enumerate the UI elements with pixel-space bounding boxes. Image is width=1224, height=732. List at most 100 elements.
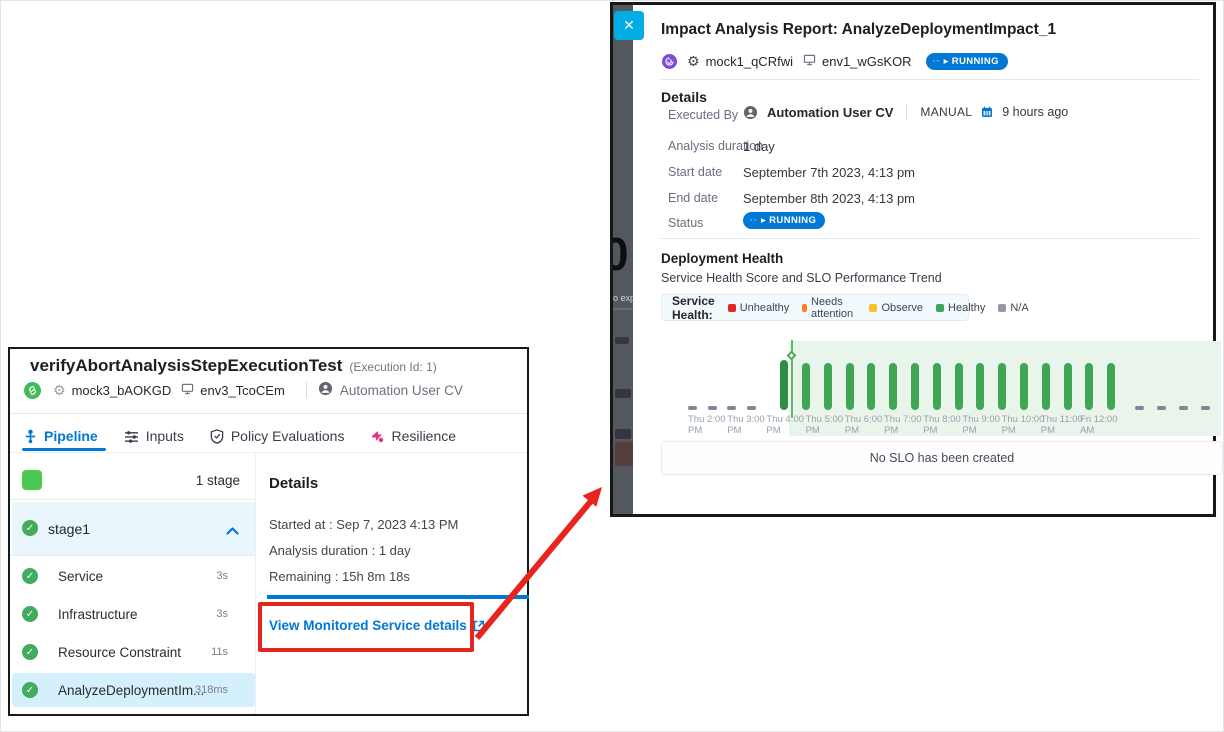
continuous-verification-icon — [24, 381, 41, 399]
dimmed-backdrop-strip: 0 o expa — [613, 5, 633, 514]
chevron-up-icon[interactable] — [226, 522, 239, 540]
legend-item: Observe — [869, 302, 923, 314]
legend-item: Healthy — [936, 302, 985, 314]
backdrop-fragment — [615, 429, 631, 439]
x-axis-tick-label: Thu 4:00 PM — [766, 414, 804, 436]
legend-item: Unhealthy — [727, 302, 789, 314]
step-duration: 3s — [216, 608, 228, 620]
success-check-icon: ✓ — [22, 568, 38, 584]
running-dots-icon: ·· — [750, 215, 758, 225]
stage-name: stage1 — [48, 521, 91, 537]
executed-by-value: Automation User CV MANUAL 9 hours ago — [743, 104, 1068, 120]
running-arrow-icon: ▸ — [761, 214, 767, 226]
detail-value: September 8th 2023, 4:13 pm — [743, 191, 916, 206]
legend-color-swatch — [936, 303, 945, 312]
x-axis-tick-label: Thu 2:00 PM — [688, 414, 726, 436]
backdrop-fragment — [615, 337, 629, 344]
report-meta-row: ⚙ mock1_qCRfwi env1_wGsKOR ·· ▸ RUNNING — [662, 51, 1008, 71]
divider — [255, 453, 256, 714]
step-name: Resource Constraint — [58, 644, 182, 660]
status-badge: ·· ▸ RUNNING — [925, 52, 1008, 70]
x-axis-tick-label: Thu 5:00 PM — [805, 414, 844, 436]
pipeline-step-row[interactable]: ✓ Resource Constraint 11s — [12, 633, 255, 671]
backdrop-divider-fragment — [613, 308, 633, 310]
backdrop-fragment — [615, 442, 633, 466]
pipeline-step-row[interactable]: ✓ Infrastructure 3s — [12, 595, 255, 633]
status-badge: ·· ▸ RUNNING — [743, 211, 826, 229]
healthy-score-bar — [1020, 363, 1028, 410]
tab-resilience[interactable]: Resilience — [370, 428, 456, 444]
annotation-arrow — [474, 487, 602, 640]
x-axis-tick-label: Thu 9:00 PM — [962, 414, 1000, 436]
healthy-score-bar — [823, 363, 832, 410]
legend-color-swatch — [727, 303, 736, 312]
healthy-score-bar — [780, 360, 788, 410]
success-check-icon: ✓ — [22, 520, 38, 536]
user-icon — [743, 105, 758, 120]
stage-row-stage1[interactable]: ✓ stage1 — [12, 502, 255, 555]
execution-id: (Execution Id: 1) — [349, 360, 437, 374]
step-name: AnalyzeDeploymentIm... — [58, 682, 205, 698]
execution-meta-row: ⚙ mock3_bAOKGD env3_TcoCEm Automation Us… — [24, 380, 463, 400]
x-axis-tick-label: Thu 6:00 PM — [844, 414, 883, 436]
health-source-icon — [662, 53, 677, 69]
healthy-score-bar — [932, 363, 941, 410]
success-check-icon: ✓ — [22, 644, 38, 660]
analysis-duration-row: Analysis duration : 1 day — [269, 543, 411, 558]
tab-pipeline[interactable]: Pipeline — [24, 428, 98, 444]
service-name: mock3_bAOKGD — [71, 382, 172, 398]
divider — [10, 499, 255, 500]
legend-item: Needs attention — [802, 296, 856, 320]
drawer-content: Impact Analysis Report: AnalyzeDeploymen… — [633, 5, 1223, 514]
tab-inputs[interactable]: Inputs — [124, 428, 184, 444]
step-duration: 3s — [216, 570, 228, 582]
running-dots-icon: ·· — [932, 56, 941, 66]
x-axis-tick-label: Thu 3:00 PM — [727, 414, 765, 436]
calendar-icon — [981, 106, 993, 118]
legend-color-swatch — [869, 303, 878, 312]
x-axis-tick-label: Fri 12:00 AM — [1080, 414, 1118, 436]
executed-time-ago: 9 hours ago — [1002, 105, 1069, 119]
environment-icon — [181, 383, 194, 398]
divider — [10, 413, 527, 414]
success-check-icon: ✓ — [22, 682, 38, 698]
divider — [660, 79, 1199, 80]
pipeline-step-row[interactable]: ✓ AnalyzeDeploymentIm... 318ms — [12, 673, 255, 707]
healthy-score-bar — [802, 363, 810, 410]
na-point-dash — [1201, 406, 1210, 410]
x-axis-tick-label: Thu 8:00 PM — [923, 414, 961, 436]
healthy-score-bar — [845, 363, 854, 410]
legend-item: N/A — [998, 302, 1029, 314]
environment-name: env1_wGsKOR — [821, 53, 912, 69]
service-gear-icon: ⚙ — [53, 381, 66, 398]
x-axis-tick-label: Thu 10:00 PM — [1001, 414, 1045, 436]
analysis-start-line — [791, 340, 793, 418]
health-score-chart: Thu 2:00 PM Thu 3:00 PM Thu 4:00 PM Thu 5:0… — [658, 335, 1224, 439]
healthy-score-bar — [911, 363, 919, 410]
detail-label: Status — [668, 216, 704, 230]
report-title: Impact Analysis Report: AnalyzeDeploymen… — [661, 21, 1057, 38]
pipeline-step-row[interactable]: ✓ Service 3s — [12, 557, 255, 595]
service-gear-icon: ⚙ — [687, 52, 700, 69]
na-point-dash — [707, 406, 717, 410]
close-drawer-button[interactable]: ✕ — [614, 11, 644, 40]
step-duration: 11s — [211, 646, 228, 658]
legend-color-swatch — [998, 303, 1007, 312]
service-name: mock1_qCRfwi — [705, 53, 793, 69]
stage-count-label: 1 stage — [195, 473, 240, 488]
healthy-score-bar — [1085, 363, 1094, 410]
detail-label: Start date — [668, 165, 723, 179]
started-at-row: Started at : Sep 7, 2023 4:13 PM — [269, 517, 459, 532]
legend-color-swatch — [802, 303, 807, 312]
user-icon — [318, 381, 333, 399]
detail-value: September 7th 2023, 4:13 pm — [743, 165, 916, 180]
tab-policy-evaluations[interactable]: Policy Evaluations — [210, 428, 344, 444]
x-axis-tick-label: Thu 7:00 PM — [884, 414, 922, 436]
healthy-score-bar — [1041, 363, 1050, 410]
detail-value: 1 day — [743, 139, 775, 154]
slo-empty-state: No SLO has been created — [661, 441, 1223, 475]
divider — [660, 238, 1199, 239]
backdrop-zero-fragment: 0 — [613, 228, 629, 280]
na-point-dash — [727, 406, 737, 410]
page-title: verifyAbortAnalysisStepExecutionTest (Exe… — [30, 356, 437, 375]
